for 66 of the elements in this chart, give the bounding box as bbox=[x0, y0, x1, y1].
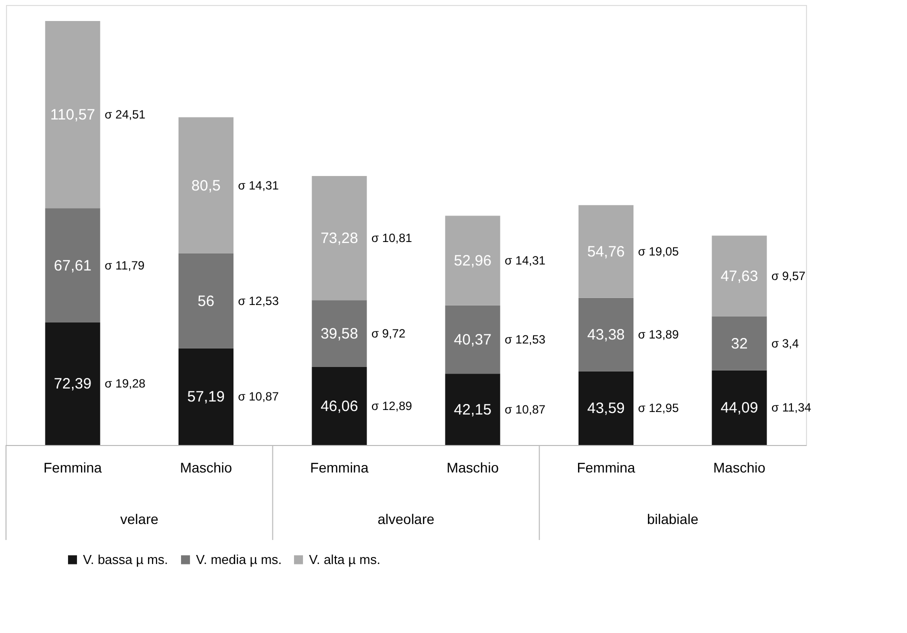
bar bbox=[578, 205, 634, 298]
x-tick-label: Femmina bbox=[576, 460, 636, 476]
bar bbox=[712, 236, 767, 316]
annotation: σ 11,34 bbox=[771, 400, 812, 415]
data-label: 73,28 bbox=[320, 230, 358, 248]
annotation: σ 9,72 bbox=[371, 326, 406, 341]
legend-label: V. bassa µ ms. bbox=[83, 552, 168, 567]
x-tick-label: Femmina bbox=[310, 460, 369, 476]
annotation: σ 12,89 bbox=[371, 399, 412, 414]
bar bbox=[578, 371, 634, 445]
annotation: σ 14,31 bbox=[238, 178, 280, 192]
x-tick-label: Maschio bbox=[713, 460, 766, 476]
bar bbox=[178, 117, 234, 254]
data-label: 57,19 bbox=[187, 388, 225, 406]
bar bbox=[312, 176, 367, 300]
data-label: 44,09 bbox=[720, 400, 758, 417]
bar bbox=[445, 216, 500, 306]
x-tick-label: Femmina bbox=[43, 460, 102, 476]
data-label: 72,39 bbox=[54, 376, 92, 393]
annotation: σ 12,53 bbox=[504, 332, 546, 347]
bar bbox=[312, 367, 367, 445]
bar bbox=[45, 322, 100, 445]
annotation: σ 11,79 bbox=[104, 258, 145, 272]
data-label: 110,57 bbox=[50, 106, 96, 124]
bar bbox=[712, 316, 767, 370]
annotation: σ 12,95 bbox=[638, 401, 680, 416]
data-label: 56 bbox=[198, 292, 214, 310]
annotation: σ 10,87 bbox=[504, 402, 546, 416]
data-label: 67,61 bbox=[54, 257, 92, 274]
x-tick-label: Maschio bbox=[446, 460, 499, 476]
annotation: σ 24,51 bbox=[104, 108, 146, 122]
annotation: σ 9,57 bbox=[771, 268, 806, 283]
x-tick-label: Maschio bbox=[180, 460, 232, 476]
text: bilabiale bbox=[646, 511, 699, 527]
bar bbox=[45, 20, 100, 208]
data-label: 46,06 bbox=[320, 398, 358, 416]
data-label: 80,5 bbox=[191, 177, 221, 194]
bar bbox=[178, 253, 234, 348]
data-label: 40,37 bbox=[454, 332, 492, 349]
bar bbox=[312, 300, 367, 368]
annotation: σ 19,05 bbox=[638, 244, 680, 258]
annotation: σ 12,53 bbox=[238, 294, 280, 308]
annotation: σ 10,81 bbox=[371, 231, 412, 246]
legend-label: V. media µ ms. bbox=[196, 552, 282, 567]
data-label: 42,15 bbox=[454, 401, 492, 418]
annotation: σ 13,89 bbox=[638, 328, 680, 342]
annotation: σ 14,31 bbox=[504, 254, 546, 268]
data-label: 39,58 bbox=[320, 326, 358, 343]
bar bbox=[45, 208, 100, 322]
annotation: σ 10,87 bbox=[238, 390, 280, 404]
text: velare bbox=[120, 511, 159, 527]
data-label: 47,63 bbox=[720, 268, 758, 285]
bar bbox=[712, 370, 767, 445]
legend-label: V. alta µ ms. bbox=[309, 552, 380, 567]
bar bbox=[445, 374, 500, 445]
data-label: 54,76 bbox=[587, 243, 625, 260]
bar bbox=[178, 348, 234, 445]
data-label: 43,38 bbox=[587, 326, 625, 344]
annotation: σ 3,4 bbox=[771, 336, 800, 350]
text: alveolare bbox=[378, 511, 435, 527]
data-label: 52,96 bbox=[454, 252, 492, 270]
bar bbox=[445, 305, 500, 374]
annotation: σ 19,28 bbox=[104, 376, 146, 391]
data-label: 32 bbox=[730, 335, 748, 352]
bar bbox=[578, 298, 634, 372]
data-label: 43,59 bbox=[587, 400, 625, 418]
